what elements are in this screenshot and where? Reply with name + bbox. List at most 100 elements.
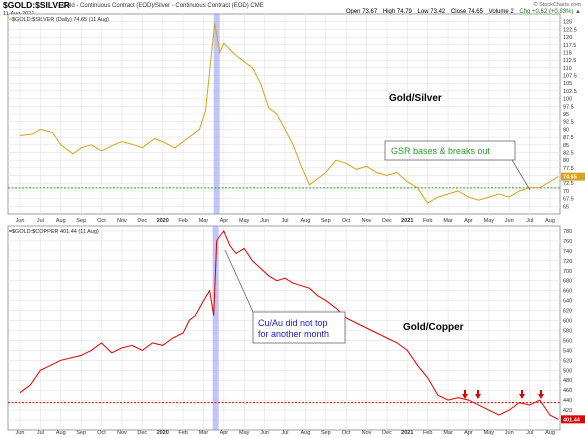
gold-silver-y-tick-label: 125 [563, 20, 572, 26]
gold-copper-x-tick-label: Aug [545, 430, 555, 436]
gold-silver-y-tick-label: 110 [563, 66, 572, 72]
gold-copper-y-tick-label: 640 [563, 299, 572, 305]
gold-copper-y-tick-label: 760 [563, 239, 572, 245]
gold-silver-y-tick-label: 95 [563, 112, 569, 118]
gold-copper-panel-label: Gold/Copper [403, 322, 464, 333]
gold-copper-y-tick-label: 560 [563, 338, 572, 344]
gold-silver-x-tick-label: Oct [342, 218, 351, 224]
gold-copper-arrow-marker [538, 394, 544, 399]
gold-copper-y-tick-label: 420 [563, 408, 572, 414]
gold-silver-y-tick-label: 67.5 [563, 197, 574, 203]
gold-silver-y-tick-label: 105 [563, 81, 572, 87]
gold-copper-y-tick-label: 500 [563, 368, 572, 374]
ohlc-high: High 74.79 [382, 9, 412, 15]
gold-silver-annotation: GSR bases & breaks out [391, 146, 491, 156]
gold-copper-x-tick-label: Oct [97, 430, 106, 436]
gold-copper-y-tick-label: 540 [563, 348, 572, 354]
watermark: © StockCharts.com [533, 2, 581, 8]
gold-copper-x-tick-label: May [484, 430, 495, 436]
gold-copper-x-tick-label: Dec [382, 430, 392, 436]
gold-copper-arrow-stem [464, 390, 466, 394]
gold-silver-x-tick-label: Mar [199, 218, 209, 224]
gold-silver-x-tick-label: Feb [423, 218, 432, 224]
gold-silver-y-tick-label: 77.5 [563, 166, 574, 172]
gold-silver-x-tick-label: Mar [443, 218, 453, 224]
gold-copper-last-value-tag [561, 415, 585, 424]
gold-silver-x-tick-label: Jul [37, 218, 44, 224]
gold-silver-y-tick-label: 102.5 [563, 89, 577, 95]
gold-silver-x-tick-label: Apr [220, 218, 229, 224]
gold-copper-y-tick-label: 460 [563, 388, 572, 394]
chart-subtitle: Gold - Continuous Contract (EOD)/Silver … [62, 3, 264, 9]
gold-copper-y-tick-label: 480 [563, 378, 572, 384]
gold-silver-x-tick-label: Aug [300, 218, 310, 224]
gold-silver-x-tick-label: 2021 [401, 218, 413, 224]
gold-silver-y-tick-label: 117.5 [563, 43, 576, 49]
gold-silver-x-tick-label: Feb [178, 218, 187, 224]
gold-silver-x-tick-label: Aug [56, 218, 66, 224]
gold-copper-x-tick-label: Sep [321, 430, 331, 436]
gold-copper-x-tick-label: Mar [443, 430, 453, 436]
gold-copper-x-tick-label: 2021 [401, 430, 413, 436]
gold-silver-x-tick-label: May [484, 218, 495, 224]
gold-copper-y-tick-label: 440 [563, 398, 572, 404]
gold-silver-x-tick-label: Jul [281, 218, 288, 224]
gold-copper-x-tick-label: Mar [199, 430, 209, 436]
gold-silver-y-tick-label: 92.5 [563, 120, 574, 126]
gold-copper-arrow-stem [521, 390, 523, 394]
gold-copper-x-tick-label: Aug [56, 430, 66, 436]
gold-silver-y-tick-label: 107.5 [563, 74, 577, 80]
gold-copper-x-tick-label: Feb [178, 430, 187, 436]
gold-silver-y-tick-label: 87.5 [563, 135, 574, 141]
gold-silver-y-tick-label: 115 [563, 50, 572, 56]
gold-copper-annotation-box [252, 311, 346, 344]
gold-copper-x-tick-label: Jul [37, 430, 44, 436]
gold-silver-last-value-tag [561, 172, 585, 181]
gold-silver-y-tick-label: 112.5 [563, 58, 576, 64]
ohlc-volume: Volume 2 [488, 9, 514, 15]
gold-silver-x-tick-label: Dec [382, 218, 392, 224]
gold-copper-annotation-line: Cu/Au did not top [258, 318, 328, 328]
gold-silver-panel-label: Gold/Silver [389, 93, 442, 104]
gold-silver-y-tick-label: 97.5 [563, 104, 574, 110]
gold-silver-y-tick-label: 85 [563, 143, 569, 149]
gold-silver-x-tick-label: Jul [526, 218, 533, 224]
gold-copper-arrow-stem [540, 390, 542, 394]
gold-copper-x-tick-label: Nov [117, 430, 127, 436]
ohlc-change: Chg +0.62 (+0.83%) ▲ [519, 9, 581, 15]
gold-copper-y-tick-label: 700 [563, 269, 572, 275]
gold-copper-x-tick-label: Apr [464, 430, 473, 436]
gold-silver-y-tick-label: 122.5 [563, 27, 577, 33]
gold-copper-x-tick-label: Apr [220, 430, 229, 436]
gold-silver-x-tick-label: Jun [505, 218, 514, 224]
gold-silver-y-tick-label: 70 [563, 189, 569, 195]
chart-symbol-title: $GOLD:$SILVER [3, 0, 70, 10]
gold-copper-highlight-band [212, 226, 219, 430]
gold-copper-x-tick-label: May [239, 430, 250, 436]
gold-silver-x-tick-label: May [239, 218, 250, 224]
gold-silver-y-tick-label: 72.5 [563, 181, 574, 187]
gold-silver-y-tick-label: 82.5 [563, 150, 574, 156]
ohlc-readout: Open 73.67 High 74.79 Low 73.42 Close 74… [342, 8, 581, 17]
gold-silver-x-tick-label: Jun [16, 218, 25, 224]
ohlc-open: Open 73.67 [345, 9, 378, 15]
gold-silver-y-tick-label: 65 [563, 204, 569, 210]
gold-copper-y-tick-label: 740 [563, 249, 572, 255]
gold-copper-y-tick-label: 780 [563, 229, 572, 235]
gold-silver-series-line [19, 23, 559, 204]
gold-copper-arrow-marker [519, 394, 525, 399]
gold-silver-x-tick-label: 2020 [157, 218, 169, 224]
gold-copper-x-tick-label: Jul [526, 430, 533, 436]
gold-silver-highlight-band [213, 14, 220, 214]
gold-copper-y-tick-label: 580 [563, 328, 572, 334]
gold-copper-y-tick-label: 620 [563, 309, 572, 315]
gold-copper-x-tick-label: 2020 [157, 430, 169, 436]
gold-copper-x-tick-label: Feb [423, 430, 432, 436]
gold-silver-last-value-label: 74.65 [563, 175, 577, 181]
gold-copper-annotation-pointer [224, 249, 254, 313]
gold-copper-x-tick-label: Dec [137, 430, 147, 436]
gold-silver-x-tick-label: Sep [321, 218, 331, 224]
gold-copper-arrow-marker [475, 394, 481, 399]
gold-silver-y-tick-label: 120 [563, 35, 572, 41]
